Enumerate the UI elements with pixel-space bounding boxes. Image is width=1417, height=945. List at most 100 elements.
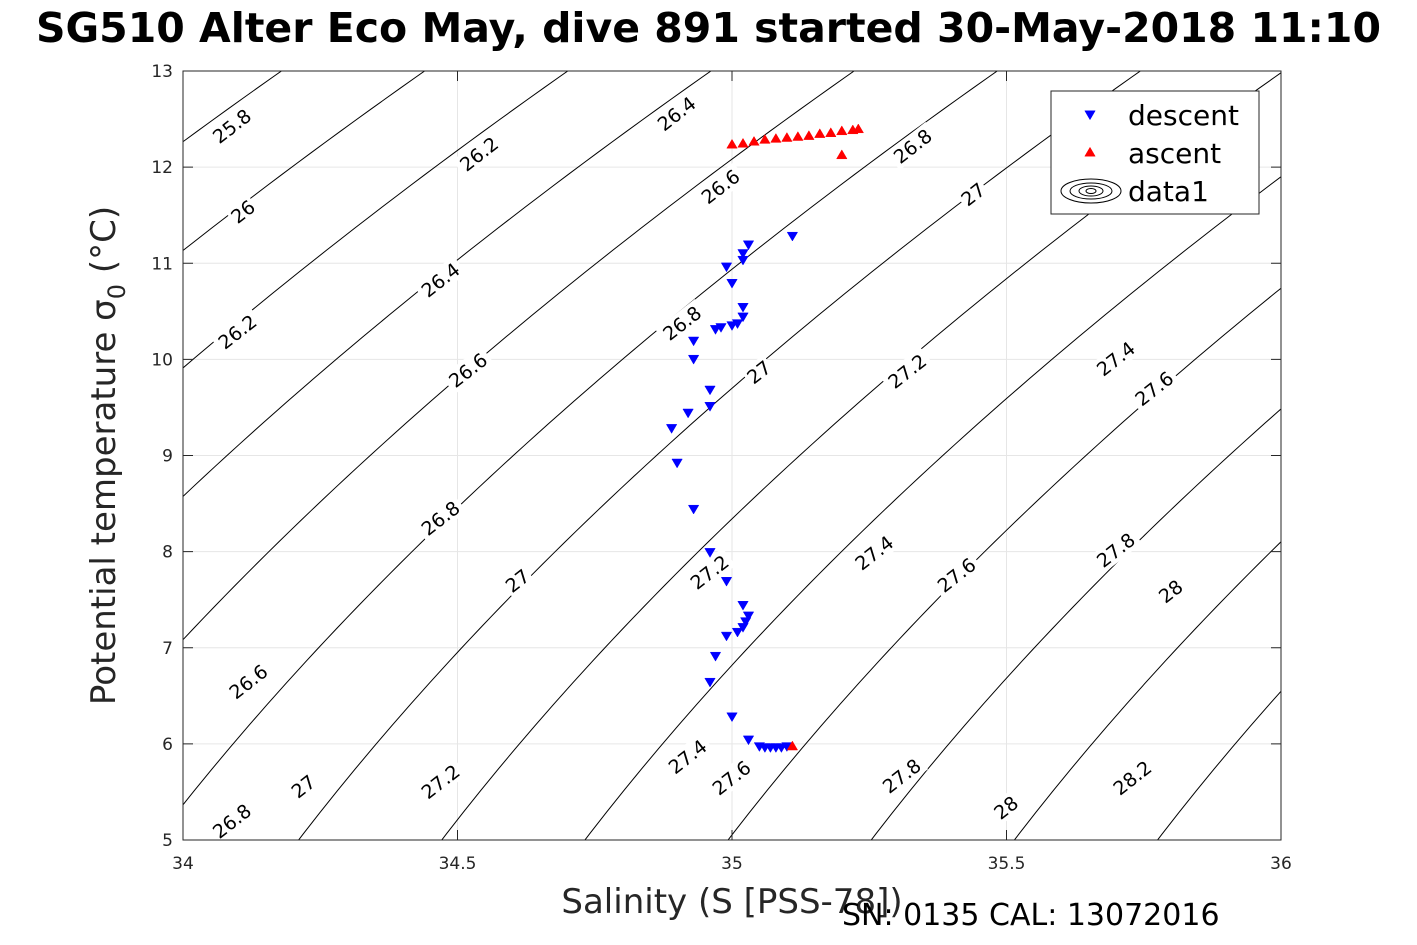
x-tick-label: 34.5 — [439, 854, 477, 874]
legend-descent-marker — [1084, 110, 1096, 121]
y-tick-label: 12 — [151, 158, 173, 178]
y-tick-label: 11 — [151, 254, 173, 274]
contour-label-bg — [682, 547, 736, 597]
contour-label-bg — [452, 129, 506, 178]
contour-label-bg — [693, 162, 747, 211]
series-ascent — [726, 123, 864, 751]
ascent-point — [836, 125, 848, 136]
descent-point — [731, 627, 744, 638]
contour-label-bg — [441, 346, 495, 395]
y-tick-label: 8 — [162, 543, 173, 563]
contour-label-bg — [224, 194, 261, 229]
descent-point — [726, 279, 738, 289]
ascent-point — [814, 128, 826, 138]
descent-point — [737, 249, 749, 259]
ascent-point — [852, 123, 864, 134]
descent-point — [720, 631, 733, 642]
descent-point — [742, 735, 755, 746]
descent-point — [687, 336, 700, 347]
contour-line — [183, 71, 999, 806]
descent-point — [740, 617, 752, 627]
descent-point — [709, 325, 722, 335]
x-tick-label: 35.5 — [988, 854, 1026, 874]
y-tick-label: 5 — [162, 831, 173, 851]
descent-point — [720, 262, 733, 273]
contour-label-bg — [661, 732, 714, 781]
descent-point — [737, 255, 749, 266]
descent-point — [742, 240, 755, 251]
y-tick-label: 9 — [162, 447, 173, 467]
ascent-point — [786, 740, 799, 751]
descent-point — [704, 385, 716, 396]
legend-descent-label: descent — [1128, 99, 1239, 132]
footer-serial-cal: SN: 0135 CAL: 13072016 — [842, 898, 1220, 933]
descent-point — [726, 712, 738, 723]
contour-label-bg — [285, 769, 321, 804]
y-tick-label: 6 — [162, 735, 173, 755]
ascent-point — [781, 132, 793, 142]
contour-label-bg — [655, 298, 709, 348]
contour-label-bg — [988, 790, 1024, 825]
contour-line — [870, 408, 1281, 840]
x-tick-label: 35 — [721, 854, 743, 874]
y-tick-label: 10 — [151, 350, 173, 370]
contour-label-bg — [1089, 334, 1143, 383]
legend-contour-icon — [1060, 178, 1122, 204]
contour-label-bg — [413, 255, 467, 304]
chart-title: SG510 Alter Eco May, dive 891 started 30… — [36, 4, 1381, 52]
ascent-point — [759, 134, 771, 144]
descent-point — [682, 408, 694, 419]
contour-line — [183, 71, 569, 369]
descent-point — [687, 504, 700, 515]
descent-point — [704, 402, 716, 412]
contour-label-bg — [210, 307, 264, 356]
y-tick-label: 7 — [162, 639, 173, 659]
contour-label-bg — [221, 657, 275, 706]
descent-point — [742, 611, 755, 622]
tick-labels: 34 34.5 35 35.5 36 5 6 7 8 9 10 11 12 13 — [151, 62, 1291, 874]
ascent-point — [770, 133, 782, 143]
contour-label-bg — [413, 757, 467, 806]
y-axis-label: Potential temperature σ0 (°C) — [84, 206, 131, 705]
contour-label-bg — [1089, 525, 1143, 574]
contour-line — [183, 71, 855, 641]
descent-point — [671, 458, 683, 469]
contour-line — [1156, 690, 1281, 840]
contour-label-bg — [740, 354, 777, 390]
legend: descent ascent data1 — [1050, 90, 1260, 215]
descent-point — [704, 548, 716, 558]
contour-line — [727, 287, 1281, 840]
descent-point — [704, 677, 716, 688]
ascent-point — [825, 127, 837, 137]
descent-point — [726, 321, 738, 331]
x-axis-label: Salinity (S [PSS-78]) — [561, 882, 902, 922]
contour-label-bg — [499, 563, 536, 598]
y-tick-label: 13 — [151, 62, 173, 82]
contour-label-bg — [205, 796, 259, 845]
descent-point — [737, 312, 749, 323]
contour-label-bg — [880, 347, 934, 396]
contour-line — [183, 71, 712, 498]
legend-ascent-label: ascent — [1128, 137, 1221, 170]
contour-line — [1013, 541, 1281, 840]
descent-point — [687, 354, 700, 365]
descent-point — [709, 651, 722, 662]
descent-point — [665, 424, 678, 434]
ascent-point — [792, 131, 804, 141]
series-descent — [665, 231, 799, 753]
x-tick-label: 36 — [1270, 854, 1292, 874]
ascent-point — [737, 137, 749, 148]
descent-point — [786, 231, 799, 242]
descent-point — [737, 601, 749, 611]
contour-label-bg — [1127, 364, 1181, 413]
descent-point — [737, 623, 749, 633]
legend-ascent-marker — [1084, 146, 1096, 157]
contour-label-bg — [650, 89, 703, 138]
x-tick-label: 34 — [172, 854, 194, 874]
contour-label-bg — [704, 753, 758, 802]
descent-point — [737, 303, 749, 313]
contour-label-bg — [1152, 573, 1189, 609]
contour-line — [584, 176, 1281, 840]
contour-label-bg — [955, 176, 991, 212]
